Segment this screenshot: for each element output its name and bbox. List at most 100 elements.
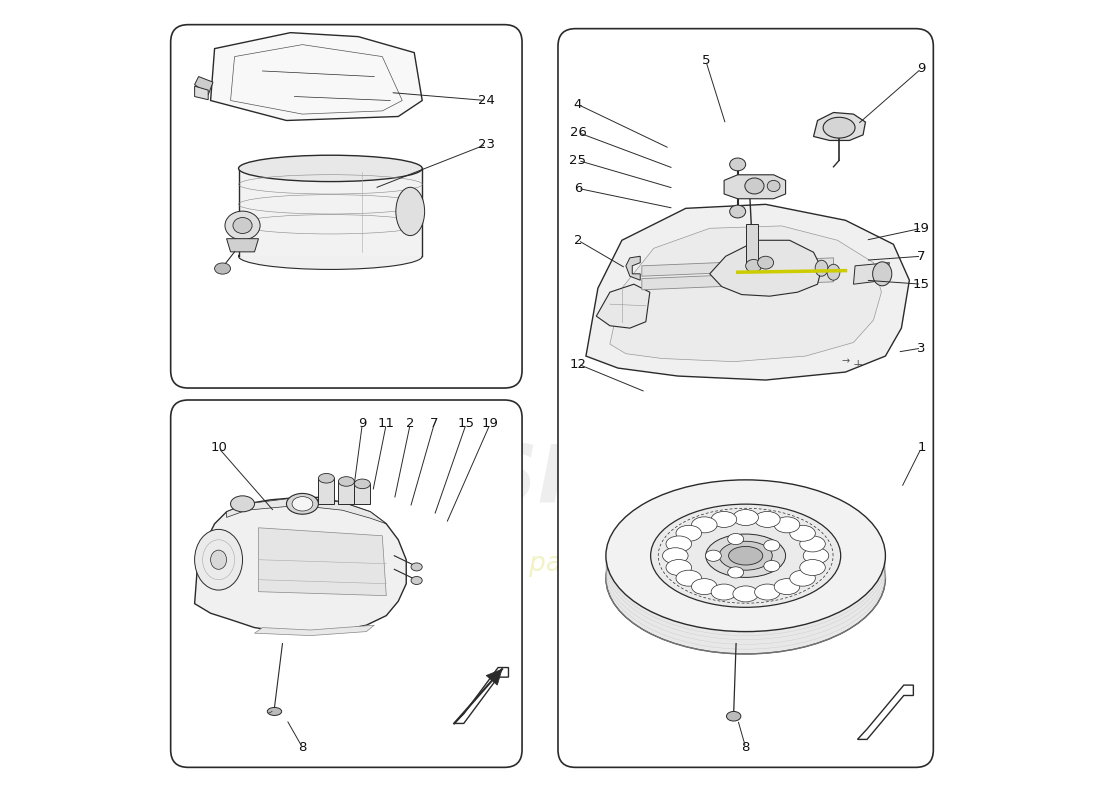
- Ellipse shape: [729, 205, 746, 218]
- Polygon shape: [354, 484, 371, 504]
- Polygon shape: [710, 240, 822, 296]
- Text: 26: 26: [570, 126, 586, 139]
- Text: 2: 2: [574, 234, 582, 246]
- Ellipse shape: [823, 118, 855, 138]
- Ellipse shape: [286, 494, 318, 514]
- Ellipse shape: [411, 577, 422, 585]
- Polygon shape: [746, 224, 758, 268]
- Text: 1: 1: [917, 442, 925, 454]
- Ellipse shape: [233, 218, 252, 234]
- Text: 19: 19: [482, 418, 498, 430]
- Ellipse shape: [210, 550, 227, 570]
- Text: 9: 9: [359, 418, 366, 430]
- Ellipse shape: [729, 158, 746, 170]
- Text: 3: 3: [917, 342, 925, 354]
- Ellipse shape: [728, 534, 744, 545]
- Polygon shape: [626, 256, 640, 280]
- Polygon shape: [239, 169, 422, 256]
- Ellipse shape: [719, 542, 772, 570]
- Polygon shape: [227, 238, 258, 252]
- Ellipse shape: [728, 546, 762, 565]
- Text: euroSPARES: euroSPARES: [273, 441, 827, 519]
- Ellipse shape: [827, 264, 840, 280]
- Ellipse shape: [755, 584, 780, 600]
- Text: →: →: [842, 357, 849, 366]
- Text: a passion for parts since 1985: a passion for parts since 1985: [351, 550, 749, 577]
- Ellipse shape: [396, 187, 425, 236]
- Text: 24: 24: [477, 94, 495, 107]
- Ellipse shape: [292, 497, 312, 511]
- Text: +: +: [852, 358, 862, 370]
- Ellipse shape: [239, 243, 422, 270]
- Ellipse shape: [666, 559, 692, 575]
- Polygon shape: [318, 478, 334, 504]
- Ellipse shape: [676, 526, 702, 542]
- Polygon shape: [641, 270, 834, 290]
- FancyBboxPatch shape: [558, 29, 933, 767]
- Ellipse shape: [239, 155, 422, 182]
- Ellipse shape: [767, 180, 780, 191]
- Ellipse shape: [411, 563, 422, 571]
- Polygon shape: [586, 204, 910, 380]
- Polygon shape: [195, 86, 208, 100]
- Ellipse shape: [692, 578, 717, 594]
- Polygon shape: [258, 528, 386, 596]
- Ellipse shape: [774, 517, 800, 533]
- Ellipse shape: [790, 526, 815, 542]
- Ellipse shape: [662, 548, 689, 564]
- Text: 8: 8: [298, 741, 307, 754]
- Ellipse shape: [267, 707, 282, 715]
- Ellipse shape: [726, 711, 741, 721]
- Ellipse shape: [712, 584, 737, 600]
- Ellipse shape: [803, 548, 828, 564]
- Ellipse shape: [733, 510, 758, 526]
- Polygon shape: [641, 258, 834, 276]
- Polygon shape: [227, 498, 386, 524]
- Ellipse shape: [733, 586, 758, 602]
- Polygon shape: [254, 626, 374, 635]
- Polygon shape: [486, 669, 502, 685]
- Ellipse shape: [800, 536, 825, 552]
- Ellipse shape: [763, 561, 780, 572]
- Text: 7: 7: [430, 418, 439, 430]
- Text: 5: 5: [702, 54, 710, 67]
- Polygon shape: [814, 113, 866, 141]
- Text: 23: 23: [477, 138, 495, 151]
- Text: 15: 15: [458, 418, 474, 430]
- FancyBboxPatch shape: [170, 400, 522, 767]
- Ellipse shape: [226, 211, 260, 240]
- Ellipse shape: [745, 178, 764, 194]
- Ellipse shape: [606, 502, 886, 654]
- Ellipse shape: [705, 550, 722, 562]
- Text: 25: 25: [570, 154, 586, 167]
- Ellipse shape: [706, 534, 785, 578]
- Ellipse shape: [195, 530, 242, 590]
- Polygon shape: [609, 226, 881, 362]
- Ellipse shape: [354, 479, 371, 489]
- Ellipse shape: [214, 263, 231, 274]
- Ellipse shape: [231, 496, 254, 512]
- Ellipse shape: [676, 570, 702, 586]
- Ellipse shape: [755, 511, 780, 527]
- Text: 11: 11: [377, 418, 395, 430]
- Text: 9: 9: [917, 62, 925, 75]
- Ellipse shape: [815, 260, 828, 276]
- Polygon shape: [339, 482, 354, 504]
- Ellipse shape: [746, 259, 761, 272]
- Ellipse shape: [763, 540, 780, 551]
- Polygon shape: [854, 262, 890, 284]
- Ellipse shape: [774, 578, 800, 594]
- Text: 4: 4: [574, 98, 582, 111]
- Polygon shape: [596, 284, 650, 328]
- Ellipse shape: [606, 480, 886, 631]
- Ellipse shape: [339, 477, 354, 486]
- Text: 8: 8: [741, 741, 750, 754]
- Ellipse shape: [650, 504, 840, 607]
- Text: 2: 2: [406, 418, 415, 430]
- Polygon shape: [724, 174, 785, 198]
- Ellipse shape: [318, 474, 334, 483]
- Ellipse shape: [790, 570, 815, 586]
- Polygon shape: [210, 33, 422, 121]
- Polygon shape: [195, 77, 213, 95]
- Text: 6: 6: [574, 182, 582, 195]
